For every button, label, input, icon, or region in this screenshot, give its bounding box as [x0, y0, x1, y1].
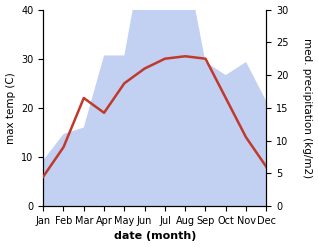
X-axis label: date (month): date (month)	[114, 231, 196, 242]
Y-axis label: max temp (C): max temp (C)	[5, 72, 16, 144]
Y-axis label: med. precipitation (kg/m2): med. precipitation (kg/m2)	[302, 38, 313, 178]
